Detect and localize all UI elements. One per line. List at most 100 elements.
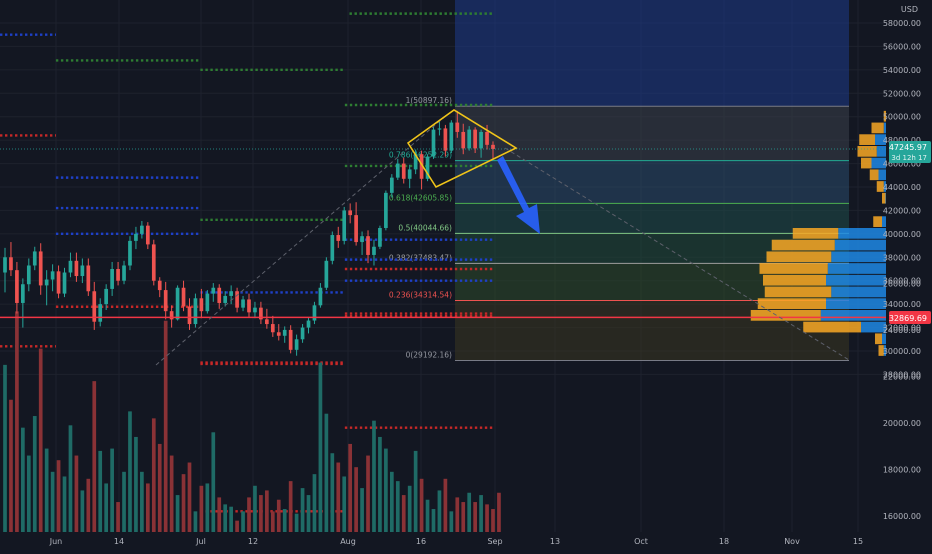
- candle-body: [259, 307, 263, 320]
- candle-body: [122, 265, 126, 281]
- profile-bar-down: [820, 310, 889, 321]
- candle-body: [104, 288, 109, 305]
- candle-body: [324, 260, 329, 288]
- volume-bar: [407, 485, 412, 532]
- profile-bar-down: [876, 146, 889, 157]
- volume-bar: [330, 453, 335, 532]
- price-tick-label: 56000.00: [883, 42, 921, 51]
- profile-bar-down: [875, 134, 889, 145]
- volume-bar: [38, 348, 43, 532]
- time-axis[interactable]: Jun 14 Jul 12 Aug 16 Sep 13 Oct 18 Nov 15: [0, 532, 932, 550]
- candle-body: [193, 298, 198, 325]
- volume-bar: [50, 471, 55, 532]
- volume-bar: [413, 450, 418, 532]
- profile-bar-down: [882, 333, 889, 345]
- candle-body: [431, 129, 436, 157]
- profile-bar-up: [792, 228, 839, 239]
- volume-bar: [98, 450, 103, 532]
- volume-bar: [199, 485, 204, 532]
- volume-bar: [294, 513, 299, 532]
- time-tick-label: Sep: [487, 537, 502, 546]
- volume-bar: [128, 411, 132, 532]
- fib-zone-0.618: [455, 203, 849, 234]
- candle-body: [395, 163, 400, 178]
- candle-body: [378, 228, 382, 247]
- candle-body: [461, 131, 466, 149]
- profile-bar-down: [831, 286, 889, 298]
- volume-bar: [288, 481, 293, 532]
- candle-body: [62, 272, 67, 294]
- profile-bar-down: [882, 216, 889, 227]
- candle-body: [44, 279, 49, 286]
- price-tick-label: 52000.00: [883, 89, 921, 98]
- volume-bars: [3, 311, 501, 532]
- candle-body: [175, 287, 180, 320]
- time-tick-label: 13: [550, 537, 560, 546]
- candle-body: [157, 280, 162, 291]
- volume-bar: [104, 483, 109, 532]
- candle-body: [437, 128, 442, 130]
- candle-body: [32, 251, 37, 266]
- price-tick-label: 54000.00: [883, 66, 921, 75]
- profile-bar-down: [826, 274, 889, 286]
- profile-bar-up: [873, 216, 882, 227]
- profile-bar-down: [861, 321, 889, 333]
- volume-bar: [193, 511, 198, 532]
- candle-body: [348, 210, 353, 216]
- candles-layer: [3, 110, 495, 356]
- fib-level-label: 0.618(42605.85): [389, 193, 452, 202]
- profile-bar-up: [771, 239, 835, 251]
- candle-body: [229, 291, 233, 296]
- time-tick-label: 18: [719, 537, 729, 546]
- volume-bar: [300, 488, 305, 532]
- time-axis-background: [0, 532, 932, 550]
- volume-bar: [241, 511, 245, 532]
- candle-body: [38, 251, 43, 286]
- candle-body: [253, 307, 257, 313]
- volume-bar: [92, 381, 97, 532]
- volume-bar: [134, 436, 138, 532]
- volume-profile: [750, 110, 889, 356]
- drawings-layer[interactable]: [0, 109, 889, 366]
- time-tick-label: Jun: [49, 537, 63, 546]
- time-tick-label: 12: [248, 537, 258, 546]
- volume-bar: [378, 436, 382, 532]
- candle-body: [140, 225, 144, 234]
- candle-body: [318, 287, 323, 306]
- candle-body: [401, 163, 406, 179]
- candle-body: [187, 306, 192, 325]
- profile-bar-up: [759, 263, 828, 274]
- candle-body: [116, 269, 120, 281]
- profile-bar-up: [763, 274, 826, 286]
- candle-body: [336, 235, 341, 241]
- volume-bar: [110, 448, 114, 532]
- red-line-label: 32869.69: [889, 314, 927, 323]
- volume-bar: [270, 511, 275, 532]
- profile-bar-up: [869, 169, 879, 181]
- trend-line-projection: [504, 147, 850, 361]
- profile-bar-up: [857, 146, 877, 157]
- volume-bar: [419, 478, 424, 532]
- diamond-pattern: [406, 109, 518, 189]
- volume-bar: [389, 471, 394, 532]
- price-tick-label: 38000.00: [883, 253, 921, 262]
- volume-bar: [443, 478, 448, 532]
- price-tick-label: 34000.00: [883, 300, 921, 309]
- trend-line-dashed: [155, 113, 449, 366]
- volume-bar: [437, 490, 442, 532]
- volume-bar: [479, 495, 483, 532]
- volume-bar: [360, 488, 364, 532]
- volume-bar: [181, 474, 186, 532]
- profile-bar-up: [766, 251, 832, 263]
- profile-bar-down: [834, 239, 889, 251]
- volume-bar: [140, 471, 144, 532]
- fib-level-label: 0.5(40044.66): [398, 223, 452, 232]
- candle-body: [163, 290, 168, 312]
- volume-bar: [68, 425, 73, 532]
- profile-bar-down: [827, 263, 889, 274]
- price-axis[interactable]: USD 58000.00 56000.00 54000.00 52000.00 5000…: [883, 0, 932, 550]
- volume-bar: [205, 483, 210, 532]
- profile-bar-up: [883, 110, 888, 122]
